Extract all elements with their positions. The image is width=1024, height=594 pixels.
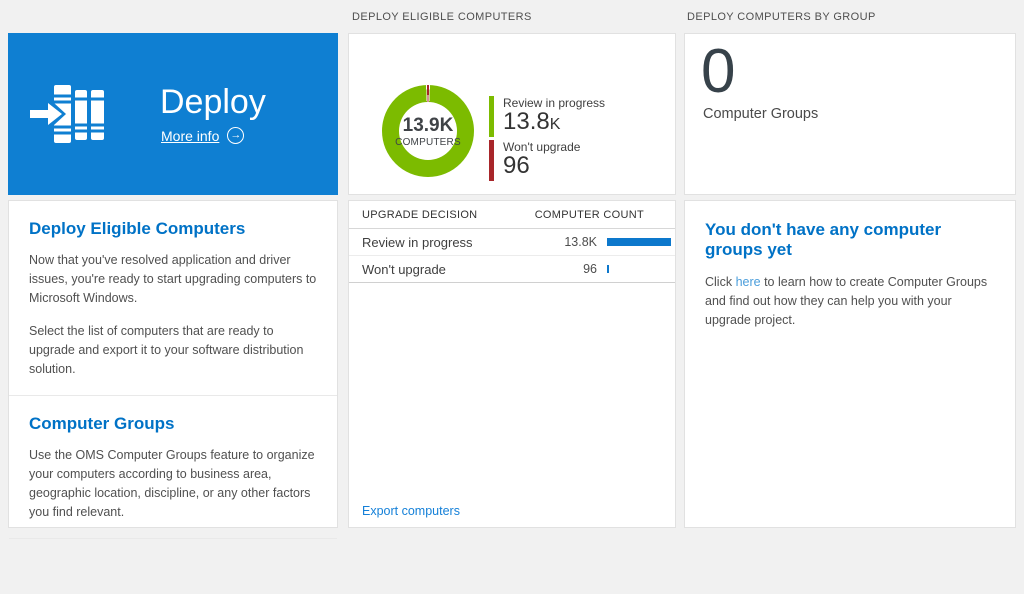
- cell-decision: Won't upgrade: [362, 261, 446, 277]
- cell-bar: [597, 265, 675, 273]
- computer-groups-count: 0: [701, 37, 736, 106]
- donut-center-label: COMPUTERS: [395, 136, 461, 148]
- text-after-link: to learn how to create Computer Groups a…: [705, 275, 988, 327]
- count-bar: [607, 265, 609, 273]
- legend-label: Won't upgrade: [503, 140, 581, 154]
- deploy-info-card: Deploy Eligible Computers Now that you'v…: [8, 200, 338, 539]
- computers-donut-chart[interactable]: 13.9K COMPUTERS: [382, 85, 474, 177]
- cell-count: 96: [583, 262, 597, 276]
- deploy-arrow-books-icon: [28, 79, 106, 154]
- legend-color-bar-green: [489, 96, 494, 137]
- no-groups-text: Click here to learn how to create Comput…: [705, 273, 995, 330]
- chart-legend: Review in progress 13.8K Won't upgrade 9…: [489, 96, 605, 181]
- more-info-link[interactable]: More info →: [161, 127, 245, 144]
- eligible-computers-chart-card: 13.9K COMPUTERS Review in progress 13.8K…: [348, 33, 676, 195]
- deploy-eligible-paragraph-2: Select the list of computers that are re…: [29, 324, 304, 376]
- here-link[interactable]: here: [735, 275, 761, 289]
- middle-column-header: DEPLOY ELIGIBLE COMPUTERS: [352, 11, 532, 23]
- computer-groups-heading: Computer Groups: [29, 414, 175, 433]
- column-header-computer-count: COMPUTER COUNT: [534, 208, 644, 221]
- computer-groups-count-label: Computer Groups: [703, 106, 819, 122]
- computer-groups-count-card: 0 Computer Groups: [684, 33, 1016, 195]
- computer-groups-section: Computer Groups Use the OMS Computer Gro…: [9, 395, 337, 538]
- table-row-review-in-progress[interactable]: Review in progress 13.8K: [349, 229, 675, 256]
- count-bar: [607, 238, 671, 246]
- legend-label: Review in progress: [503, 96, 606, 110]
- computer-groups-paragraph: Use the OMS Computer Groups feature to o…: [29, 448, 315, 519]
- deploy-eligible-paragraph-1: Now that you've resolved application and…: [29, 253, 317, 305]
- donut-center-value: 13.9K: [402, 114, 454, 136]
- circle-arrow-icon: →: [227, 127, 245, 144]
- cell-bar: [597, 238, 675, 246]
- deploy-eligible-section: Deploy Eligible Computers Now that you'v…: [9, 201, 337, 395]
- column-header-upgrade-decision: UPGRADE DECISION: [362, 208, 478, 221]
- table-header-row: UPGRADE DECISION COMPUTER COUNT: [349, 201, 675, 229]
- legend-value-suffix: K: [549, 116, 561, 133]
- cell-count: 13.8K: [564, 235, 597, 249]
- no-groups-heading: You don't have any computer groups yet: [705, 220, 942, 259]
- tile-title: Deploy: [160, 83, 266, 121]
- info-card-footer-area: [9, 538, 337, 594]
- legend-item-wont-upgrade: Won't upgrade 96: [489, 140, 605, 181]
- export-computers-link[interactable]: Export computers: [362, 504, 460, 518]
- legend-item-review-in-progress: Review in progress 13.8K: [489, 96, 605, 137]
- text-before-link: Click: [705, 275, 736, 289]
- donut-center: 13.9K COMPUTERS: [395, 102, 461, 160]
- no-groups-info-card: You don't have any computer groups yet C…: [684, 200, 1016, 528]
- deploy-eligible-heading: Deploy Eligible Computers: [29, 219, 246, 238]
- more-info-label: More info: [161, 127, 220, 144]
- right-column-header: DEPLOY COMPUTERS BY GROUP: [687, 11, 876, 23]
- table-row-wont-upgrade[interactable]: Won't upgrade 96: [349, 256, 675, 283]
- legend-color-bar-red: [489, 140, 494, 181]
- legend-value: 13.8: [503, 108, 550, 135]
- upgrade-decision-table-card: UPGRADE DECISION COMPUTER COUNT Review i…: [348, 200, 676, 528]
- deploy-tile[interactable]: Deploy More info →: [8, 33, 338, 195]
- cell-decision: Review in progress: [362, 234, 473, 250]
- legend-value: 96: [503, 152, 530, 179]
